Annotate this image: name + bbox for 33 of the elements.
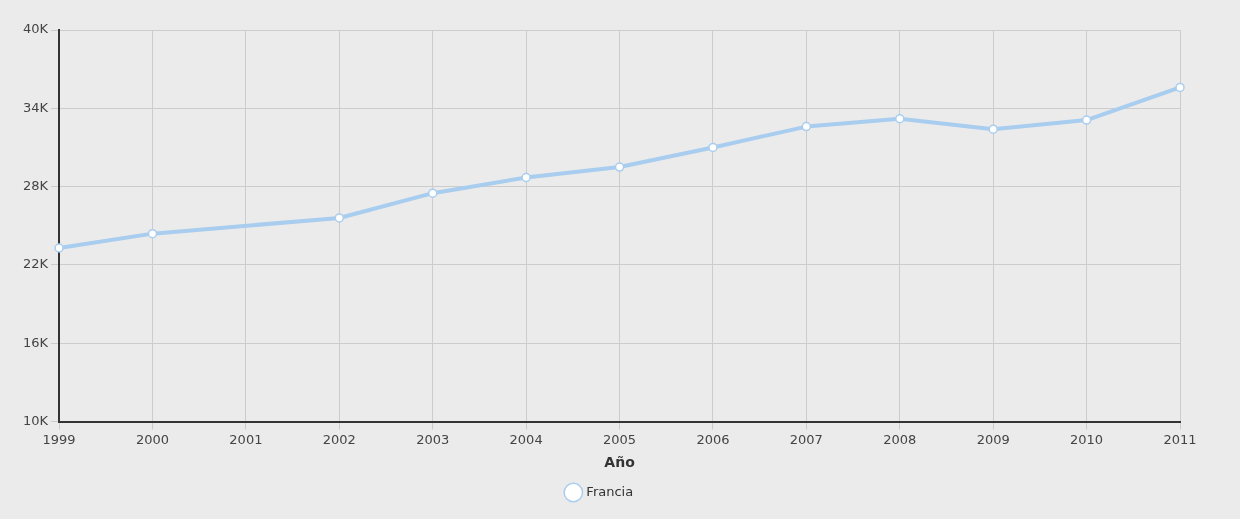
x-tick-label: 1999: [42, 431, 76, 447]
x-tick-label: 2006: [696, 431, 730, 447]
point: [614, 162, 625, 172]
y-tick-label: 22K: [22, 256, 49, 272]
x-tick-label: 2002: [322, 431, 356, 447]
x-tick-label: 2003: [416, 431, 450, 447]
point: [801, 121, 812, 132]
point: [147, 228, 158, 239]
point: [895, 114, 905, 124]
y-tick-label: 28K: [22, 178, 49, 194]
x-axis-title: Año: [604, 454, 636, 471]
y-tick-label: 10K: [22, 412, 49, 428]
x-tick-label: 2007: [789, 431, 823, 447]
legend-label: Francia: [586, 483, 634, 499]
x-tick-label: 2004: [509, 431, 543, 447]
x-tick-label: 2008: [883, 431, 917, 447]
x-tick-label: 2005: [602, 431, 637, 447]
y-tick-label: 16K: [22, 334, 49, 350]
point: [334, 213, 345, 223]
y-tick-label: 34K: [22, 99, 49, 115]
y-tick-label: 40K: [22, 21, 49, 37]
point: [988, 124, 998, 134]
x-tick-label: 2010: [1070, 431, 1104, 447]
x-tick-label: 2001: [229, 431, 263, 447]
x-tick-label: 2011: [1163, 431, 1197, 447]
x-tick-label: 2000: [135, 431, 170, 447]
point: [54, 243, 64, 253]
point: [1081, 115, 1092, 125]
point: [521, 172, 531, 183]
point: [708, 142, 718, 153]
point: [1175, 82, 1185, 93]
point: [427, 188, 438, 198]
x-tick-label: 2009: [976, 431, 1010, 447]
